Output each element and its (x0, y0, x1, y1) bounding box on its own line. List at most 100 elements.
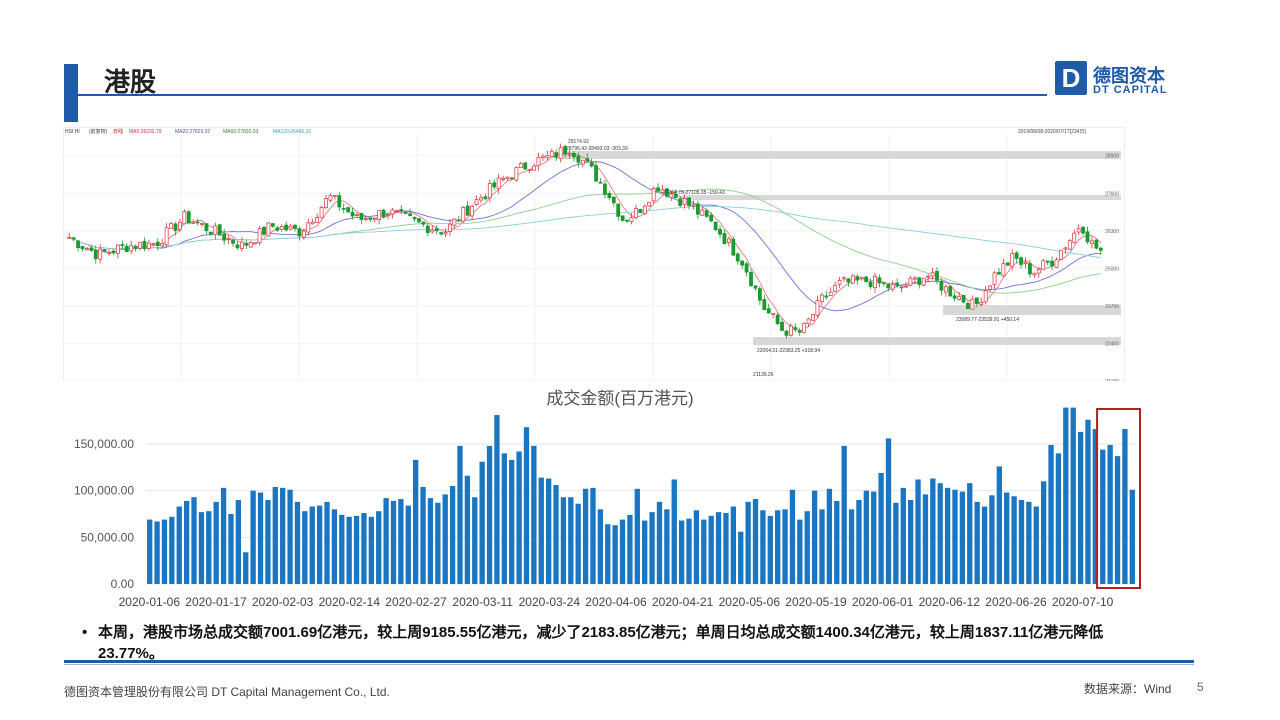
summary-text: 本周，港股市场总成交额7001.69亿港元，较上周9185.55亿港元，减少了2… (98, 624, 1104, 662)
candle-body (310, 221, 315, 225)
bar (272, 486, 278, 584)
candle-body (766, 308, 771, 314)
candle-body (337, 195, 342, 208)
candle-body (603, 183, 607, 195)
candle-body (67, 237, 72, 239)
price-level-label: 22400 (1105, 342, 1119, 348)
bar (723, 513, 729, 584)
bar (1107, 444, 1113, 584)
bar (841, 445, 847, 584)
candle-body (611, 196, 616, 204)
candle-body (726, 238, 731, 243)
candle-body (510, 177, 514, 180)
candle-body (408, 213, 413, 217)
bar (819, 509, 825, 584)
candle-body (842, 277, 846, 280)
bar (871, 491, 877, 584)
candle-body (465, 205, 470, 216)
bar (464, 475, 471, 584)
bar (472, 497, 478, 584)
candle-body (301, 230, 306, 238)
bar (523, 427, 530, 584)
footer-rule-thin (64, 664, 1194, 665)
price-level-label: 25000 (1105, 266, 1119, 272)
bar (863, 490, 869, 584)
candle-body (284, 224, 289, 231)
bar (368, 516, 374, 584)
candle-body (908, 277, 913, 286)
bar (908, 500, 914, 584)
candle-body (532, 165, 536, 171)
bar (147, 519, 153, 584)
bar (656, 501, 663, 584)
candle-body (208, 231, 213, 235)
candle-body (138, 242, 142, 249)
candle-body (346, 207, 351, 213)
bar (1004, 492, 1010, 584)
bar (605, 524, 611, 584)
candle-body (496, 177, 501, 189)
candle-body (797, 330, 802, 333)
candle-body (523, 162, 528, 170)
candle-body (1001, 263, 1006, 277)
candle-body (98, 248, 103, 260)
bar (198, 512, 205, 584)
bar (1055, 453, 1062, 584)
candle-body (890, 284, 895, 290)
bar (235, 500, 242, 584)
bar (627, 514, 633, 584)
candle-body (921, 277, 926, 286)
price-annotation-range1: 28795.42-28492.03 -303.39 (566, 146, 628, 152)
bar (1100, 449, 1106, 584)
date-range-label: 2019/08/08-2020/07/17[234日] (1018, 129, 1086, 135)
candle-body (266, 222, 271, 237)
candle-body (1036, 269, 1041, 274)
candle-body (580, 159, 585, 165)
bar (664, 509, 670, 584)
candle-body (403, 212, 408, 214)
bar (760, 510, 766, 584)
candle-body (71, 237, 76, 240)
x-tick-label: 2020-01-17 (185, 595, 247, 609)
logo-name-cn: 德图资本 (1093, 66, 1165, 86)
candle-body (297, 228, 302, 237)
candle-body (111, 250, 116, 254)
bar (738, 531, 744, 584)
candle-body (1005, 262, 1010, 266)
candle-body (585, 158, 590, 162)
candle-body (828, 291, 833, 296)
bar (250, 490, 256, 584)
page-title: 港股 (104, 67, 157, 97)
x-tick-label: 2020-01-06 (119, 595, 181, 609)
bar (804, 511, 810, 584)
candle-body (899, 286, 904, 289)
candle-body (572, 152, 576, 158)
title-accent-bar (64, 64, 78, 122)
candle-body (434, 228, 439, 232)
x-tick-label: 2020-06-26 (985, 595, 1047, 609)
price-annotation-peak: 29174.92 (568, 139, 589, 145)
candle-body (997, 272, 1001, 275)
candle-body (239, 241, 244, 249)
bar (553, 485, 559, 584)
bar (568, 497, 574, 584)
candle-body (762, 299, 767, 311)
candle-body (368, 217, 373, 220)
bar (280, 487, 286, 584)
bar (509, 459, 515, 584)
candle-body (470, 205, 475, 217)
bar (1070, 407, 1076, 584)
bar (154, 521, 160, 584)
candle-body (257, 228, 262, 244)
candle-body (430, 229, 435, 233)
candle-body (979, 302, 984, 306)
price-level-label: 28900 (1105, 154, 1119, 160)
hsi-candlestick-chart: 28900 27600 26300 25000 23700 22400 21100 HSI.H… (63, 127, 1125, 381)
bar (642, 520, 648, 584)
legend-symbol: HSI.HI (65, 129, 80, 135)
candle-body (563, 146, 567, 155)
bar (1048, 444, 1054, 584)
x-tick-label: 2020-02-14 (319, 595, 381, 609)
candle-body (554, 152, 559, 158)
bar (634, 488, 640, 584)
